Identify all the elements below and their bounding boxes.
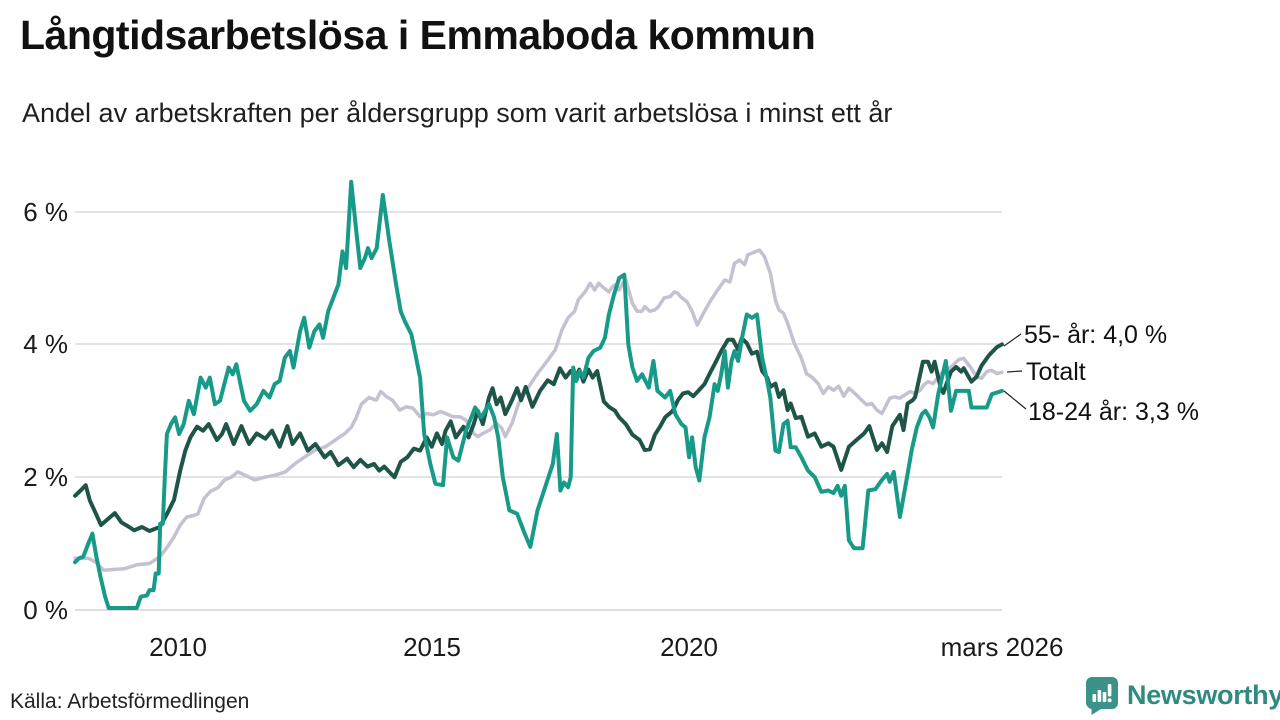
series-lines xyxy=(73,179,1004,610)
newsworthy-logo: Newsworthy xyxy=(1085,676,1280,715)
x-axis-tick-label: mars 2026 xyxy=(940,632,1064,662)
series-line-totalt xyxy=(73,248,1004,572)
source-credit: Källa: Arbetsförmedlingen xyxy=(10,690,250,713)
series-line-18-24 xyxy=(73,179,1004,610)
y-axis-tick-label: 4 % xyxy=(23,329,68,359)
x-axis-tick-label: 2015 xyxy=(403,632,461,662)
y-axis-tick-label: 2 % xyxy=(23,462,68,492)
line-end-label-totalt: Totalt xyxy=(1026,358,1086,386)
gridlines xyxy=(75,211,1002,611)
newsworthy-bubble-chart-icon xyxy=(1086,677,1118,715)
y-axis-tick-label: 6 % xyxy=(23,197,68,227)
series-line-55 xyxy=(73,336,1004,533)
line-end-label-18-24: 18-24 år: 3,3 % xyxy=(1028,398,1199,426)
x-axis-tick-label: 2020 xyxy=(660,632,718,662)
annotation-leader-lines xyxy=(1003,333,1027,410)
x-axis-tick-label: 2010 xyxy=(149,632,207,662)
page-title: Långtidsarbetslösa i Emmaboda kommun xyxy=(20,12,816,58)
brand-wordmark: Newsworthy xyxy=(1127,680,1280,710)
line-end-label-55: 55- år: 4,0 % xyxy=(1024,321,1168,349)
chart-subtitle: Andel av arbetskraften per åldersgrupp s… xyxy=(22,98,893,128)
y-axis-tick-label: 0 % xyxy=(23,595,68,625)
